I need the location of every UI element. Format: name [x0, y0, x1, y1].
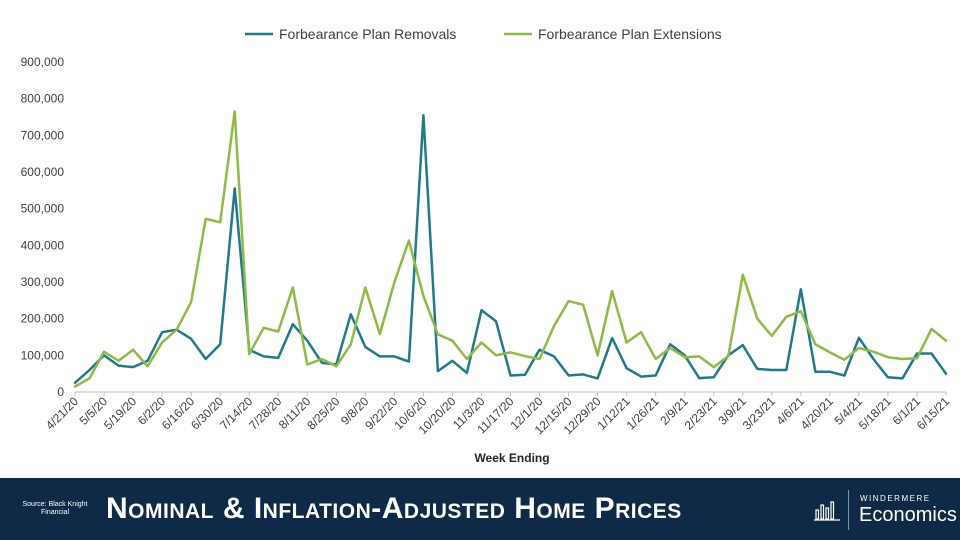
x-tick-label: 3/23/21 — [740, 394, 778, 432]
x-tick-label: 4/20/21 — [798, 394, 836, 432]
y-tick-label: 700,000 — [21, 128, 65, 142]
y-tick-label: 500,000 — [21, 202, 65, 216]
x-tick-label: 1/26/21 — [624, 394, 662, 432]
source-note: Source: Black Knight Financial — [22, 501, 88, 516]
legend-extensions-label: Forbearance Plan Extensions — [538, 26, 722, 42]
y-tick-label: 200,000 — [21, 312, 65, 326]
legend-removals-label: Forbearance Plan Removals — [279, 26, 456, 42]
x-tick-label: 4/21/20 — [43, 394, 81, 432]
y-tick-label: 800,000 — [21, 92, 65, 106]
bar-chart-icon — [814, 501, 840, 521]
y-tick-label: 0 — [57, 385, 64, 399]
brand-wordmark-small: WINDERMERE — [860, 494, 931, 503]
y-tick-label: 900,000 — [21, 55, 65, 69]
x-tick-label: 7/28/20 — [246, 394, 284, 432]
y-axis: 0 100,000 200,000 300,000 400,000 500,000 600,… — [21, 55, 65, 399]
x-axis-title: Week Ending — [474, 451, 549, 465]
x-tick-label: 5/19/20 — [101, 394, 139, 432]
x-tick-label: 2/23/21 — [682, 394, 720, 432]
x-tick-label: 5/18/21 — [856, 394, 894, 432]
y-tick-label: 300,000 — [21, 275, 65, 289]
y-tick-label: 400,000 — [21, 238, 65, 252]
x-tick-label: 8/25/20 — [304, 394, 342, 432]
y-tick-label: 600,000 — [21, 165, 65, 179]
line-chart: Forbearance Plan Removals Forbearance Pl… — [21, 26, 953, 465]
brand-wordmark: Economics — [859, 504, 957, 526]
brand-divider — [848, 490, 849, 530]
x-axis: 4/21/205/5/205/19/206/2/206/16/206/30/20… — [43, 391, 952, 437]
banner-title: Nominal & Inflation-Adjusted Home Prices — [106, 492, 682, 525]
y-tick-label: 100,000 — [21, 348, 65, 362]
series-line-removals — [73, 113, 948, 385]
x-tick-label: 6/15/21 — [914, 394, 952, 432]
footer-banner: Source: Black Knight Financial Nominal &… — [0, 478, 960, 540]
series-layer — [73, 110, 948, 388]
chart-legend: Forbearance Plan Removals Forbearance Pl… — [245, 26, 722, 42]
series-line-extensions — [73, 110, 948, 388]
